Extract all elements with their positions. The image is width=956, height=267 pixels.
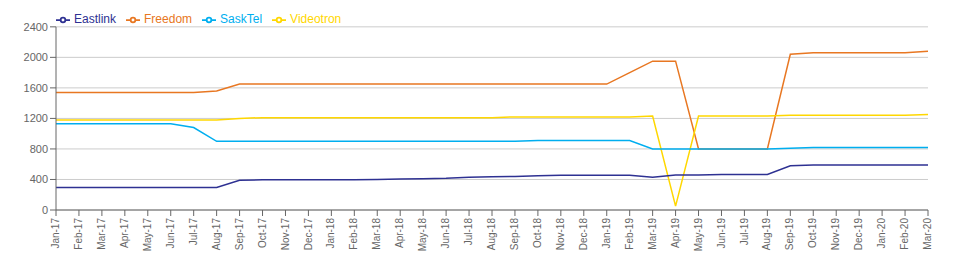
svg-text:Jul-19: Jul-19 — [739, 218, 750, 246]
html-text:SaskTel: SaskTel — [220, 12, 263, 26]
svg-text:Aug-19: Aug-19 — [761, 218, 772, 251]
svg-text:Aug-17: Aug-17 — [211, 218, 222, 251]
svg-text:1600: 1600 — [24, 82, 48, 94]
svg-text:Sep-18: Sep-18 — [509, 218, 520, 251]
svg-text:Feb-20: Feb-20 — [899, 218, 910, 250]
svg-text:Feb-19: Feb-19 — [624, 218, 635, 250]
svg-text:Jul-17: Jul-17 — [188, 218, 199, 246]
svg-text:Apr-19: Apr-19 — [670, 218, 681, 248]
svg-text:Jul-18: Jul-18 — [463, 218, 474, 246]
svg-text:1200: 1200 — [24, 112, 48, 124]
svg-text:Apr-18: Apr-18 — [394, 218, 405, 248]
svg-text:Sep-17: Sep-17 — [234, 218, 245, 251]
svg-text:Oct-19: Oct-19 — [807, 218, 818, 248]
svg-text:Jan-18: Jan-18 — [325, 218, 336, 249]
svg-text:Apr-17: Apr-17 — [119, 218, 130, 248]
svg-text:Mar-17: Mar-17 — [96, 218, 107, 250]
svg-text:May-18: May-18 — [417, 218, 428, 252]
svg-text:Sep-19: Sep-19 — [784, 218, 795, 251]
svg-text:Feb-18: Feb-18 — [348, 218, 359, 250]
svg-text:Dec-18: Dec-18 — [578, 218, 589, 251]
svg-text:Nov-17: Nov-17 — [280, 218, 291, 251]
svg-text:Oct-17: Oct-17 — [257, 218, 268, 248]
svg-text:800: 800 — [30, 143, 48, 155]
svg-text:Nov-19: Nov-19 — [830, 218, 841, 251]
svg-text:May-19: May-19 — [693, 218, 704, 252]
svg-text:Mar-19: Mar-19 — [647, 218, 658, 250]
svg-text:Jun-19: Jun-19 — [716, 218, 727, 249]
svg-text:Mar-20: Mar-20 — [922, 218, 933, 250]
svg-text:Jan-17: Jan-17 — [50, 218, 61, 249]
svg-text:Feb-17: Feb-17 — [73, 218, 84, 250]
html-text:Eastlink: Eastlink — [74, 12, 116, 26]
svg-text:Jun-18: Jun-18 — [440, 218, 451, 249]
svg-text:Nov-18: Nov-18 — [555, 218, 566, 251]
svg-text:2400: 2400 — [24, 21, 48, 33]
svg-text:2000: 2000 — [24, 51, 48, 63]
svg-text:May-17: May-17 — [142, 218, 153, 252]
svg-text:Jun-17: Jun-17 — [165, 218, 176, 249]
html-text:Videotron: Videotron — [290, 12, 342, 26]
svg-text:Aug-18: Aug-18 — [486, 218, 497, 251]
svg-text:0: 0 — [42, 204, 48, 216]
svg-text:Dec-19: Dec-19 — [853, 218, 864, 251]
svg-text:Oct-18: Oct-18 — [532, 218, 543, 248]
svg-text:Mar-18: Mar-18 — [371, 218, 382, 250]
html-text:Freedom: Freedom — [144, 12, 193, 26]
svg-text:Dec-17: Dec-17 — [303, 218, 314, 251]
svg-text:400: 400 — [30, 173, 48, 185]
svg-text:Jan-20: Jan-20 — [876, 218, 887, 249]
svg-text:Jan-19: Jan-19 — [601, 218, 612, 249]
